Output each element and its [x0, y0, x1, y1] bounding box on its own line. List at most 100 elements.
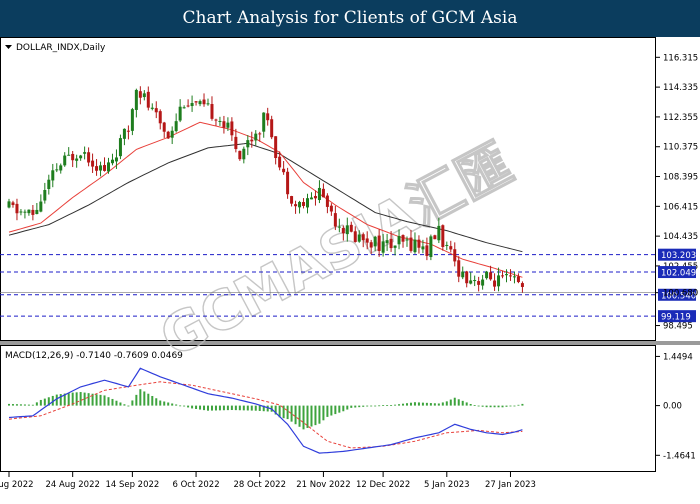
price-tick-label: 98.495 — [663, 322, 693, 332]
price-tick-label: 110.375 — [663, 143, 698, 153]
candle-body — [385, 240, 389, 244]
macd-histogram-bar — [95, 394, 98, 406]
candle-body — [226, 122, 230, 128]
time-tick-label: 21 Nov 2022 — [296, 480, 350, 490]
candle-body — [154, 108, 158, 113]
macd-histogram-bar — [63, 393, 66, 406]
macd-histogram-bar — [35, 402, 38, 406]
candlesticks — [7, 86, 524, 293]
candle-body — [59, 165, 63, 171]
macd-histogram-bar — [115, 400, 118, 406]
candle-body — [290, 196, 294, 204]
candle-body — [118, 138, 122, 157]
macd-histogram-bar — [290, 405, 293, 422]
macd-histogram-bar — [135, 394, 138, 406]
candle-body — [429, 236, 433, 258]
candle-body — [110, 159, 114, 164]
candle-body — [516, 276, 520, 283]
macd-histogram-bar — [55, 394, 58, 406]
candle-body — [63, 155, 67, 166]
macd-histogram-bar — [302, 405, 305, 430]
level-label-bg — [658, 310, 696, 323]
candle-body — [489, 272, 493, 280]
candle-body — [357, 234, 361, 242]
candle-body — [166, 131, 170, 139]
candle-body — [23, 211, 27, 213]
time-tick-label: 2 Aug 2022 — [0, 480, 34, 490]
price-tick-label: 112.355 — [663, 113, 698, 123]
candle-body — [345, 225, 349, 235]
candle-body — [103, 165, 107, 171]
candle-body — [417, 239, 421, 248]
macd-histogram-bar — [175, 404, 178, 406]
candle-body — [238, 150, 242, 160]
macd-histogram-bar — [123, 404, 126, 406]
time-tick-label: 5 Jan 2023 — [424, 480, 470, 490]
candle-body — [405, 239, 409, 241]
candle-body — [286, 171, 290, 195]
candle-body — [130, 109, 134, 131]
macd-histogram-bar — [15, 404, 18, 406]
ema-slow-line — [8, 142, 523, 253]
macd-histogram-bar — [493, 405, 496, 408]
candle-body — [170, 130, 174, 138]
candle-body — [246, 140, 250, 148]
macd-histogram-bar — [477, 405, 480, 407]
candle-body — [274, 136, 278, 159]
candle-body — [425, 245, 429, 256]
symbol-label: DOLLAR_INDX,Daily — [16, 43, 106, 53]
macd-histogram-bar — [489, 405, 492, 408]
macd-histogram-bar — [294, 405, 297, 425]
macd-histogram-bar — [394, 404, 397, 406]
macd-histogram-bar — [103, 395, 106, 406]
macd-histogram-bar — [402, 403, 405, 406]
price-tick-label: 108.395 — [663, 173, 698, 183]
candle-body — [477, 281, 481, 285]
macd-histogram-bar — [338, 405, 341, 413]
macd-histogram-bar — [298, 405, 301, 427]
macd-histogram-bar — [517, 404, 520, 406]
macd-histogram-bar — [31, 404, 34, 406]
macd-histogram-bar — [509, 405, 512, 407]
macd-histogram-bar — [350, 405, 353, 408]
macd-histogram-bar — [155, 398, 158, 406]
candle-body — [473, 280, 477, 282]
candle-body — [381, 241, 385, 253]
candle-body — [433, 235, 437, 240]
macd-histogram-bar — [421, 402, 424, 406]
macd-histogram-bar — [386, 405, 389, 406]
macd-histogram-bar — [286, 405, 289, 420]
price-tick-label: 104.435 — [663, 232, 698, 242]
macd-histogram-bar — [75, 392, 78, 406]
macd-histogram-bar — [417, 402, 420, 406]
macd-histogram-bar — [67, 393, 70, 406]
candle-body — [178, 106, 182, 121]
macd-histogram-bar — [521, 403, 524, 406]
macd-histogram-bar — [151, 395, 154, 406]
candle-body — [198, 101, 202, 105]
macd-histogram-bar — [254, 405, 257, 411]
candle-body — [194, 101, 198, 103]
macd-histogram-bar — [19, 404, 22, 406]
price-panel-frame — [0, 37, 656, 341]
time-tick-label: 14 Sep 2022 — [105, 480, 159, 490]
candle-body — [107, 162, 110, 172]
candle-body — [302, 202, 306, 206]
candle-body — [373, 236, 377, 247]
candle-body — [329, 205, 333, 212]
candle-body — [508, 275, 512, 277]
macd-axis: 1.4494 0.00 -1.4641 — [655, 352, 696, 461]
macd-histogram-bar — [390, 405, 393, 406]
candle-body — [457, 260, 461, 277]
time-tick-label: 27 Jan 2023 — [485, 480, 536, 490]
candle-body — [7, 201, 11, 208]
candle-body — [493, 280, 497, 287]
candle-body — [481, 279, 485, 286]
price-tick-label: 116.315 — [663, 53, 698, 63]
macd-histogram-bar — [326, 405, 329, 417]
macd-histogram-bar — [469, 403, 472, 406]
level-label: 100.540 — [661, 291, 696, 301]
candle-body — [230, 121, 234, 136]
macd-histogram-bar — [362, 405, 365, 407]
candle-body — [27, 209, 31, 214]
